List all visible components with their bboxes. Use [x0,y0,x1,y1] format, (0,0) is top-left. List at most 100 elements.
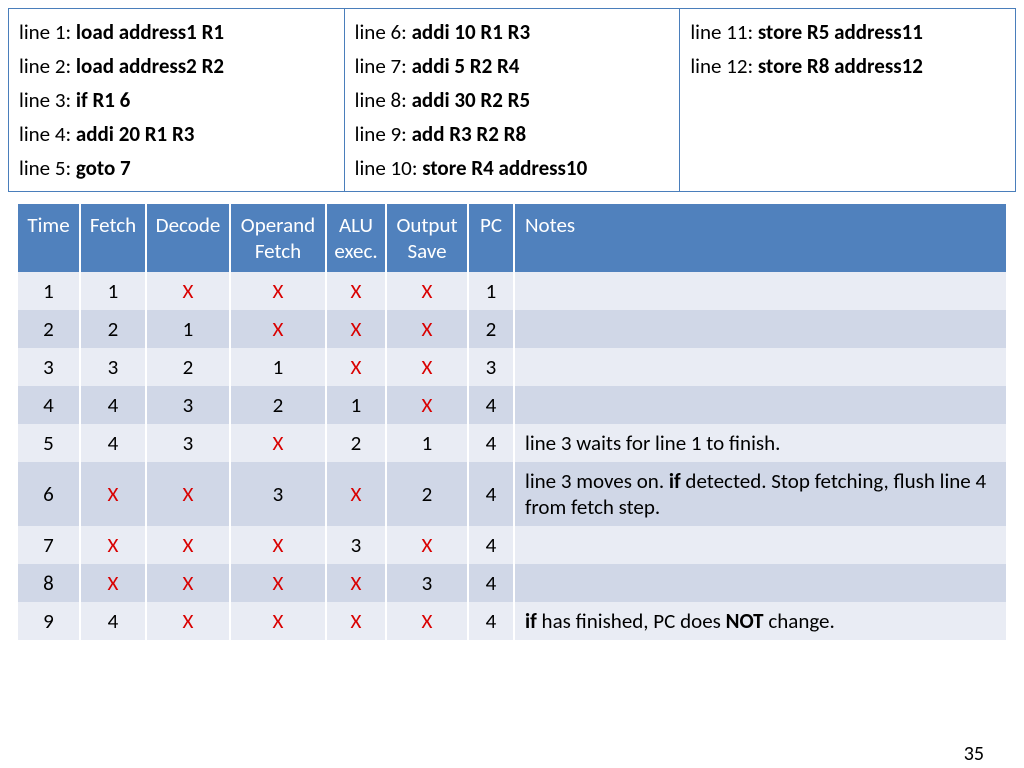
code-line: line 4: addi 20 R1 R3 [19,117,334,151]
data-cell: X [386,526,468,564]
data-cell: X [146,564,230,602]
pipeline-table-wrap: TimeFetchDecodeOperandFetchALUexec.Outpu… [8,204,1016,640]
code-line-instr: store R8 address12 [758,53,923,79]
data-cell: X [80,564,146,602]
code-line-label: line 12: [690,53,758,79]
code-col-1: line 1: load address1 R1 line 2: load add… [9,9,345,191]
code-line: line 9: add R3 R2 R8 [355,117,670,151]
data-cell: 4 [468,602,514,640]
data-cell: X [386,310,468,348]
code-line: line 11: store R5 address11 [690,15,1005,49]
data-cell: 2 [80,310,146,348]
data-cell: 1 [386,424,468,462]
data-cell: X [326,602,386,640]
data-cell: 1 [230,348,326,386]
code-line: line 8: addi 30 R2 R5 [355,83,670,117]
data-cell: X [230,564,326,602]
code-line: line 3: if R1 6 [19,83,334,117]
data-cell: 9 [18,602,80,640]
data-cell: 1 [18,272,80,310]
table-row: 11XXXX1 [18,272,1006,310]
notes-cell [514,526,1006,564]
data-cell: X [326,310,386,348]
data-cell: 8 [18,564,80,602]
code-line-instr: if R1 6 [76,87,130,113]
data-cell: X [146,462,230,526]
data-cell: 4 [80,386,146,424]
data-cell: 3 [386,564,468,602]
code-line-instr: addi 10 R1 R3 [412,19,531,45]
data-cell: 2 [386,462,468,526]
code-line: line 10: store R4 address10 [355,151,670,185]
table-row: 3321XX3 [18,348,1006,386]
data-cell: X [146,526,230,564]
data-cell: 3 [326,526,386,564]
code-line-instr: addi 5 R2 R4 [412,53,520,79]
table-row: 94XXXX4if has finished, PC does NOT chan… [18,602,1006,640]
code-col-3: line 11: store R5 address11 line 12: stor… [680,9,1015,191]
notes-cell: if has finished, PC does NOT change. [514,602,1006,640]
code-line: line 5: goto 7 [19,151,334,185]
data-cell: 3 [146,424,230,462]
code-line: line 7: addi 5 R2 R4 [355,49,670,83]
data-cell: 3 [80,348,146,386]
table-row: 221XXX2 [18,310,1006,348]
col-header: Fetch [80,204,146,272]
data-cell: 2 [468,310,514,348]
table-body: 11XXXX1221XXX23321XX344321X4543X214line … [18,272,1006,640]
code-col-2: line 6: addi 10 R1 R3line 7: addi 5 R2 R… [345,9,681,191]
data-cell: 4 [468,462,514,526]
data-cell: 2 [326,424,386,462]
data-cell: X [230,310,326,348]
col-header: PC [468,204,514,272]
data-cell: X [326,462,386,526]
code-line-label: line 4: [19,121,76,147]
data-cell: 1 [146,310,230,348]
col-header: Notes [514,204,1006,272]
data-cell: X [230,526,326,564]
data-cell: 5 [18,424,80,462]
col-header: OutputSave [386,204,468,272]
code-line-instr: add R3 R2 R8 [412,121,527,147]
code-line: line 1: load address1 R1 [19,15,334,49]
code-line-label: line 5: [19,155,76,181]
data-cell: X [146,272,230,310]
page-number: 35 [964,742,984,766]
code-line-instr: addi 20 R1 R3 [76,121,195,147]
notes-cell [514,272,1006,310]
data-cell: X [326,272,386,310]
data-cell: 1 [326,386,386,424]
data-cell: 1 [468,272,514,310]
data-cell: X [386,602,468,640]
data-cell: 3 [18,348,80,386]
table-row: 6XX3X24line 3 moves on. if detected. Sto… [18,462,1006,526]
notes-cell: line 3 waits for line 1 to finish. [514,424,1006,462]
code-line-label: line 2: [19,53,76,79]
code-line-instr: addi 30 R2 R5 [412,87,531,113]
table-row: 44321X4 [18,386,1006,424]
data-cell: X [146,602,230,640]
data-cell: 3 [146,386,230,424]
code-line-label: line 6: [355,19,412,45]
code-line: line 6: addi 10 R1 R3 [355,15,670,49]
data-cell: 6 [18,462,80,526]
data-cell: 1 [80,272,146,310]
data-cell: 2 [230,386,326,424]
data-cell: 4 [468,564,514,602]
data-cell: 2 [18,310,80,348]
code-line-label: line 7: [355,53,412,79]
data-cell: X [80,526,146,564]
code-line-instr: store R5 address11 [758,19,923,45]
data-cell: X [386,272,468,310]
data-cell: 4 [468,424,514,462]
pipeline-table: TimeFetchDecodeOperandFetchALUexec.Outpu… [18,204,1006,640]
code-line-label: line 8: [355,87,412,113]
col-header: Decode [146,204,230,272]
data-cell: 4 [468,526,514,564]
data-cell: 3 [468,348,514,386]
code-line-instr: load address2 R2 [76,53,224,79]
notes-cell [514,564,1006,602]
data-cell: X [326,564,386,602]
data-cell: 3 [230,462,326,526]
code-line-instr: store R4 address10 [422,155,587,181]
